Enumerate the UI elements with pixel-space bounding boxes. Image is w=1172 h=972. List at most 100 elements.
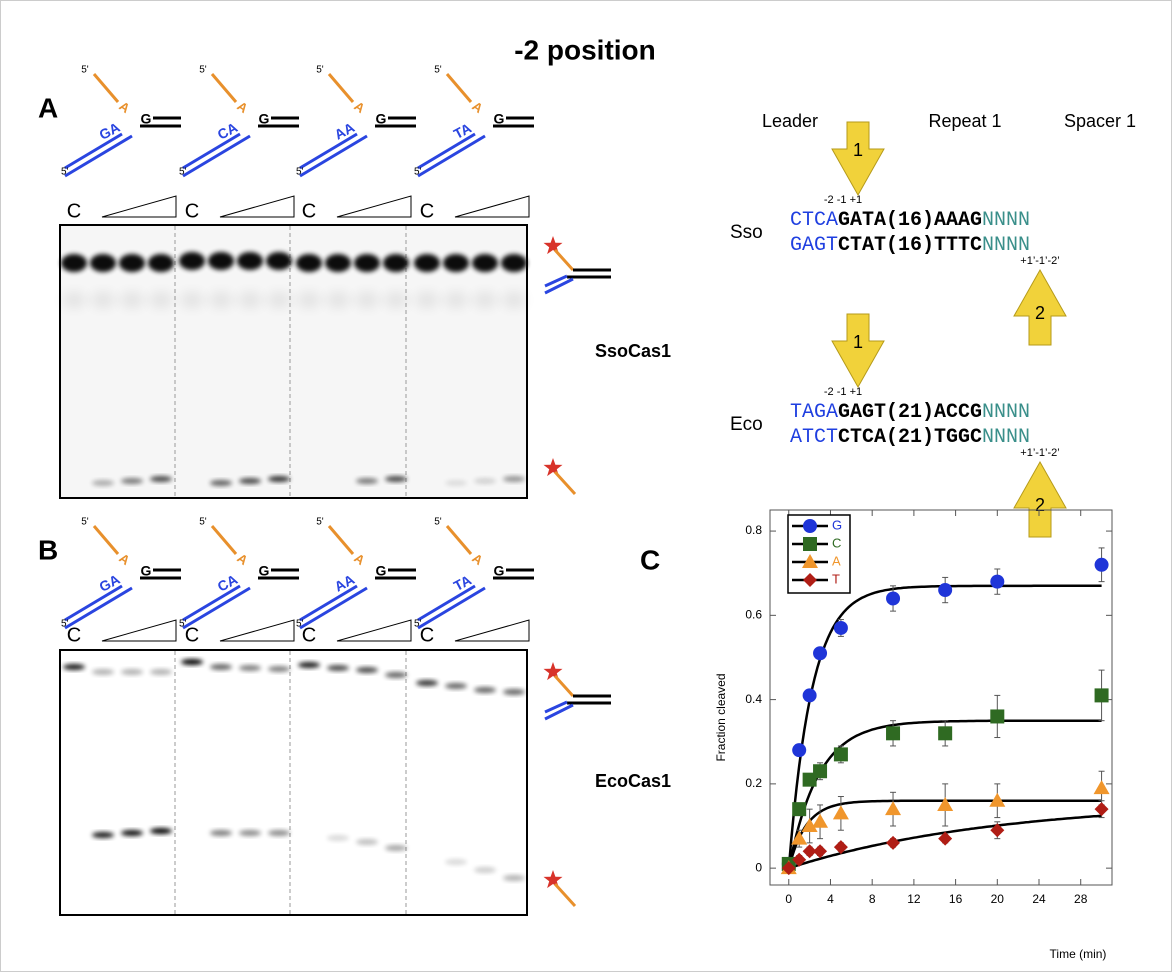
- point: [937, 796, 954, 811]
- flap-strand: [92, 525, 120, 555]
- site-arrow: [831, 121, 885, 197]
- lane-label: C: [302, 200, 316, 222]
- band: [266, 252, 292, 270]
- legend-marker: [802, 554, 818, 568]
- blue-strand: [299, 586, 368, 630]
- titration-wedge: [219, 195, 295, 218]
- junction-base: G: [259, 111, 270, 127]
- band: [414, 254, 440, 272]
- point: [801, 818, 818, 833]
- band: [91, 292, 115, 308]
- blue-strand: [182, 586, 251, 630]
- sequence: ATCTCTCA(21)TGGCNNNN: [790, 426, 1030, 449]
- band: [268, 830, 290, 836]
- band: [63, 664, 85, 670]
- panel-label: C: [640, 544, 660, 575]
- x-tick-label: 20: [991, 892, 1005, 906]
- band: [239, 665, 261, 671]
- lane-label: C: [185, 200, 199, 222]
- band: [208, 252, 234, 270]
- band: [383, 254, 409, 272]
- sequence-part: NNNN: [982, 234, 1030, 257]
- sequence: CTCAGATA(16)AAAGNNNN: [790, 209, 1030, 232]
- band: [472, 254, 498, 272]
- band: [119, 254, 145, 272]
- five-prime: 5': [296, 619, 304, 630]
- band: [239, 830, 261, 836]
- blue-strand: [182, 584, 241, 622]
- gel-bands: [61, 226, 527, 914]
- y-tick-label: 0.2: [745, 776, 762, 790]
- x-tick-label: 4: [827, 892, 834, 906]
- x-tick-label: 0: [785, 892, 792, 906]
- header: Spacer 1: [1064, 111, 1136, 131]
- flap-strand: [553, 248, 575, 272]
- sequence-part: NNNN: [982, 426, 1030, 449]
- x-tick-label: 16: [949, 892, 963, 906]
- junction-base: G: [141, 111, 152, 127]
- band: [61, 254, 87, 272]
- band: [474, 867, 496, 873]
- blue-strand: [417, 132, 476, 170]
- point: [792, 852, 807, 867]
- point: [802, 688, 817, 703]
- band: [238, 292, 262, 308]
- blue-strand: [299, 132, 358, 170]
- band: [296, 254, 322, 272]
- sequence-part: GAGT: [790, 234, 838, 257]
- band: [179, 252, 205, 270]
- band: [239, 478, 261, 484]
- point: [886, 591, 901, 606]
- x-tick-label: 28: [1074, 892, 1088, 906]
- band: [356, 839, 378, 845]
- band: [474, 687, 496, 693]
- band: [445, 859, 467, 865]
- band: [385, 845, 407, 851]
- junction-base: G: [494, 563, 505, 579]
- organism: Eco: [730, 414, 763, 435]
- positions: -2 -1 +1: [824, 386, 862, 398]
- positions: +1’-1’-2’: [1020, 447, 1059, 459]
- header: Repeat 1: [928, 111, 1001, 131]
- five-prime: 5': [81, 65, 89, 76]
- flap-strand: [553, 674, 575, 698]
- x-tick-label: 12: [907, 892, 921, 906]
- sequence-part: CTCA: [790, 209, 838, 232]
- five-prime: 5': [179, 167, 187, 178]
- lane-label: C: [185, 624, 199, 646]
- band: [415, 292, 439, 308]
- band: [121, 830, 143, 836]
- point: [833, 840, 848, 855]
- point: [832, 805, 849, 820]
- lane-label: C: [67, 624, 81, 646]
- site-number: 2: [1035, 495, 1045, 515]
- lane-label: C: [420, 200, 434, 222]
- blue-strand: [417, 586, 486, 630]
- title: -2 position: [514, 34, 656, 65]
- organism: Sso: [730, 222, 763, 243]
- band: [443, 254, 469, 272]
- site-number: 2: [1035, 303, 1045, 323]
- band: [325, 254, 351, 272]
- point: [938, 831, 953, 846]
- sequence-part: GATA(16)AAAG: [838, 209, 982, 232]
- star-label: [543, 870, 563, 889]
- point: [1094, 688, 1109, 703]
- five-prime: 5': [316, 65, 324, 76]
- band: [356, 667, 378, 673]
- point: [781, 861, 796, 876]
- enzyme-label: EcoCas1: [595, 771, 671, 791]
- band: [90, 254, 116, 272]
- legend-label: G: [832, 517, 842, 532]
- five-prime: 5': [414, 619, 422, 630]
- band: [501, 254, 527, 272]
- band: [150, 476, 172, 482]
- sequence: TAGAGAGT(21)ACCGNNNN: [790, 401, 1030, 424]
- five-prime: 5': [199, 517, 207, 528]
- band: [150, 669, 172, 675]
- site-number: 1: [853, 332, 863, 352]
- product-strand: [553, 882, 577, 908]
- point: [791, 830, 808, 845]
- band: [210, 480, 232, 486]
- site-number: 1: [853, 140, 863, 160]
